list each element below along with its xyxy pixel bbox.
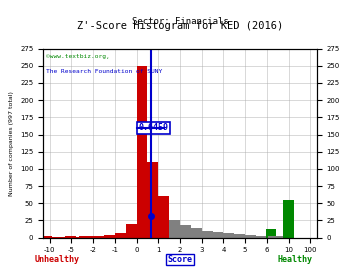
Title: Z'-Score Histogram for KED (2016): Z'-Score Histogram for KED (2016) [77,21,283,31]
Bar [268,235,279,238]
Bar [104,235,115,238]
Text: 0.6459: 0.6459 [139,123,168,133]
Text: Sector: Financials: Sector: Financials [132,17,228,26]
Text: Score: Score [167,255,193,264]
Bar [224,234,234,238]
Bar [283,225,294,238]
Bar [180,225,191,238]
Bar [60,237,71,238]
Bar [41,236,52,238]
Text: ©www.textbiz.org,: ©www.textbiz.org, [46,54,110,59]
Bar [75,237,86,238]
Bar [263,235,274,238]
Bar [148,162,158,238]
Bar [266,229,276,238]
Bar [202,231,212,238]
Bar [158,196,169,238]
Bar [68,237,79,238]
Bar [82,236,93,238]
Bar [274,236,284,238]
Bar [79,236,90,238]
Bar [63,237,73,238]
Bar [282,236,293,238]
Y-axis label: Number of companies (997 total): Number of companies (997 total) [9,91,14,195]
Bar [283,200,294,238]
Text: Unhealthy: Unhealthy [35,255,80,264]
Bar [43,237,54,238]
Bar [276,237,287,238]
Bar [115,234,126,238]
Bar [169,220,180,238]
Bar [256,235,267,238]
Bar [279,236,290,238]
Bar [191,228,202,238]
Bar [212,232,224,238]
Bar [65,236,76,238]
Bar [245,235,256,238]
Bar [86,235,97,238]
Bar [126,224,136,238]
Bar [234,234,245,238]
Bar [71,237,82,238]
Bar [136,66,148,238]
Bar [271,236,282,238]
Text: The Research Foundation of SUNY: The Research Foundation of SUNY [46,69,162,75]
Bar [93,235,104,238]
Bar [54,237,65,238]
Text: Healthy: Healthy [278,255,313,264]
Bar [283,231,294,238]
